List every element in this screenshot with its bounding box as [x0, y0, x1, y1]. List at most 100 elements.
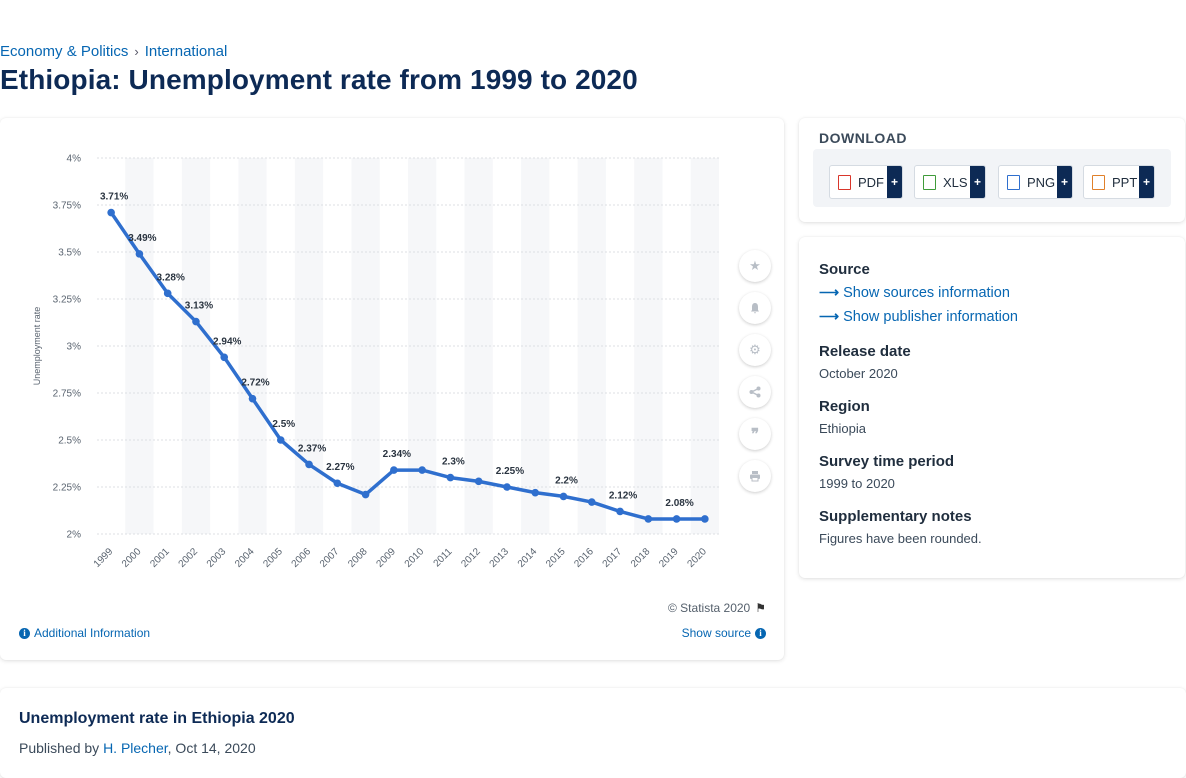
data-point	[559, 492, 568, 501]
data-label: 2.25%	[496, 466, 524, 477]
x-tick-label: 2020	[685, 546, 709, 570]
page-title: Ethiopia: Unemployment rate from 1999 to…	[0, 64, 638, 95]
pdf-file-icon	[838, 174, 851, 190]
data-point	[531, 488, 540, 497]
plus-icon: +	[1139, 166, 1154, 198]
region-heading: Region	[819, 398, 870, 415]
chart-series	[107, 208, 709, 523]
download-pdf-button[interactable]: PDF +	[829, 165, 903, 199]
x-tick-label: 2009	[374, 546, 398, 570]
download-ppt-button[interactable]: PPT +	[1083, 165, 1155, 199]
breadcrumb-separator: ›	[134, 44, 139, 59]
x-tick-label: 2019	[657, 546, 681, 570]
xls-file-icon	[923, 174, 936, 190]
data-label: 2.08%	[665, 498, 693, 509]
y-tick-label: 3%	[67, 342, 82, 353]
y-tick-label: 2.5%	[58, 436, 81, 447]
cite-button[interactable]: ❞	[739, 418, 771, 450]
statistic-summary-card: Unemployment rate in Ethiopia 2020 Publi…	[0, 688, 1186, 778]
x-tick-label: 2008	[346, 546, 370, 570]
x-tick-label: 2002	[177, 546, 201, 570]
x-tick-label: 2001	[148, 546, 172, 570]
download-ppt-label: PPT	[1112, 174, 1138, 190]
show-source-label: Show source	[681, 626, 751, 640]
print-icon	[750, 471, 760, 482]
data-point	[305, 460, 313, 469]
x-tick-label: 2011	[432, 546, 455, 569]
plus-icon: +	[970, 166, 985, 198]
release-date-heading: Release date	[819, 343, 911, 360]
data-point	[418, 466, 426, 474]
data-label: 2.3%	[442, 457, 465, 468]
data-point	[446, 473, 455, 482]
download-png-label: PNG	[1027, 174, 1056, 190]
published-by-line: Published by H. Plecher, Oct 14, 2020	[19, 740, 256, 756]
print-button[interactable]	[739, 460, 771, 492]
data-label: 3.28%	[157, 272, 185, 283]
x-tick-label: 2014	[516, 546, 540, 570]
data-point	[503, 483, 511, 491]
statistic-details-card: Source ⟶ Show sources information ⟶ Show…	[799, 237, 1185, 578]
y-tick-label: 3.5%	[58, 248, 81, 259]
copyright-text: © Statista 2020	[668, 601, 751, 615]
chart-copyright: © Statista 2020 ⚑	[668, 601, 766, 615]
breadcrumb-link-international[interactable]: International	[144, 43, 228, 60]
download-title: DOWNLOAD	[819, 130, 907, 146]
region-value: Ethiopia	[819, 421, 866, 436]
png-file-icon	[1007, 174, 1020, 190]
breadcrumb-link-economy[interactable]: Economy & Politics	[0, 43, 129, 60]
arrow-right-icon: ⟶	[819, 284, 840, 300]
flag-icon[interactable]: ⚑	[755, 601, 766, 615]
share-icon	[749, 386, 761, 398]
data-labels: 3.71%3.49%3.28%3.13%2.94%2.72%2.5%2.37%2…	[100, 192, 694, 509]
y-tick-label: 2%	[67, 530, 82, 541]
x-tick-label: 2004	[233, 546, 257, 570]
y-tick-label: 4%	[67, 154, 82, 165]
publish-date: , Oct 14, 2020	[167, 740, 256, 756]
supplementary-notes-heading: Supplementary notes	[819, 508, 972, 525]
data-label: 2.27%	[326, 462, 354, 473]
data-label: 2.5%	[272, 419, 295, 430]
data-point	[587, 498, 596, 506]
settings-button[interactable]: ⚙	[739, 334, 771, 366]
x-tick-label: 2013	[488, 546, 512, 570]
star-icon: ★	[749, 258, 761, 273]
data-point	[474, 477, 483, 486]
x-tick-label: 2018	[629, 546, 653, 570]
data-label: 3.49%	[128, 233, 156, 244]
data-label: 2.94%	[213, 336, 241, 347]
data-point	[701, 515, 709, 523]
data-point	[135, 250, 144, 258]
additional-info-link[interactable]: i Additional Information	[19, 626, 150, 640]
y-axis-label: Unemployment rate	[32, 307, 42, 386]
x-tick-label: 2005	[261, 546, 285, 570]
show-publisher-link[interactable]: ⟶ Show publisher information	[819, 308, 1018, 325]
survey-period-value: 1999 to 2020	[819, 476, 895, 491]
data-label: 2.72%	[241, 378, 269, 389]
x-axis-ticks: 1999 2000 2001 2002 2003 2004 2005 2006 2007 2008…	[92, 546, 710, 570]
notification-button[interactable]	[739, 292, 771, 324]
download-card: DOWNLOAD PDF + XLS + PNG + PPT +	[799, 118, 1185, 222]
download-xls-button[interactable]: XLS +	[914, 165, 986, 199]
summary-title: Unemployment rate in Ethiopia 2020	[19, 710, 295, 727]
share-button[interactable]	[739, 376, 771, 408]
x-tick-label: 2016	[572, 546, 596, 570]
info-icon: i	[19, 627, 30, 639]
show-sources-link[interactable]: ⟶ Show sources information	[819, 284, 1010, 301]
show-publisher-label: Show publisher information	[843, 308, 1018, 325]
data-point	[220, 353, 229, 362]
data-label: 2.34%	[383, 449, 411, 460]
additional-info-label: Additional Information	[34, 626, 151, 640]
x-tick-label: 2017	[601, 546, 625, 570]
x-tick-label: 2007	[318, 546, 342, 570]
data-point	[390, 466, 398, 474]
show-source-link[interactable]: Show source i	[682, 626, 766, 640]
data-point	[192, 317, 200, 326]
data-point	[107, 208, 115, 217]
y-tick-label: 2.25%	[53, 483, 81, 494]
author-link[interactable]: H. Plecher	[103, 740, 168, 756]
download-png-button[interactable]: PNG +	[998, 165, 1073, 199]
show-sources-label: Show sources information	[843, 284, 1010, 301]
favorite-button[interactable]: ★	[739, 250, 771, 282]
x-tick-label: 1999	[92, 546, 116, 570]
